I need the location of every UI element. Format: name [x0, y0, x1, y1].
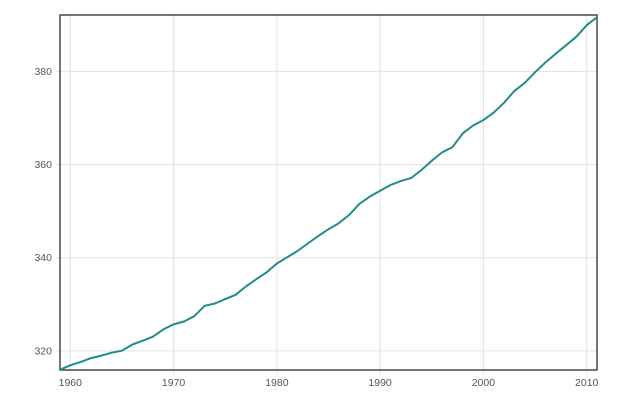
x-tick-label: 1970 — [162, 377, 186, 389]
x-tick-label: 1980 — [265, 377, 289, 389]
plot-border — [59, 14, 598, 371]
x-tick-label: 1960 — [59, 377, 83, 389]
y-tick-label: 340 — [34, 252, 52, 264]
y-tick-label: 320 — [34, 345, 52, 357]
x-tick-label: 1990 — [368, 377, 392, 389]
y-tick-label: 360 — [34, 159, 52, 171]
y-tick-label: 380 — [34, 66, 52, 78]
series-line-co2-annual-mean — [59, 16, 598, 371]
x-tick-label: 2010 — [575, 377, 599, 389]
x-tick-label: 2000 — [472, 377, 496, 389]
